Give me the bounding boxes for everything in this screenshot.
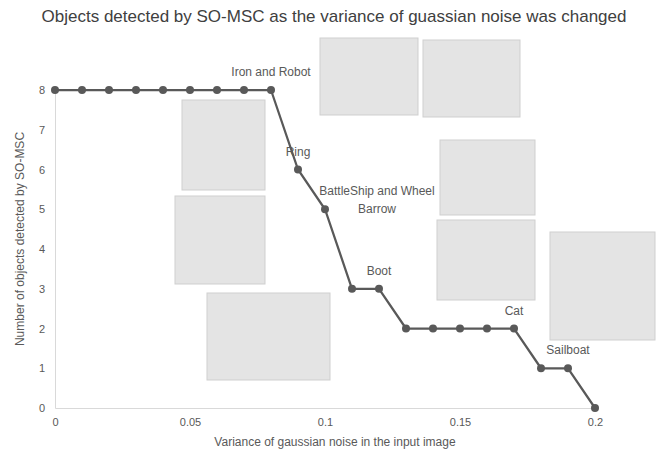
- image-placeholder: [175, 196, 265, 284]
- marker: [537, 364, 545, 372]
- marker: [591, 404, 599, 412]
- image-placeholder: [437, 220, 535, 300]
- marker: [429, 325, 437, 333]
- y-axis: 0 1 2 3 4 5 6 7 8: [39, 84, 56, 414]
- tick-label: 2: [39, 323, 45, 335]
- marker: [402, 325, 410, 333]
- tick: 0: [39, 402, 55, 414]
- annotation: Sailboat: [546, 343, 590, 357]
- marker: [159, 86, 167, 94]
- tick: 2: [39, 323, 55, 335]
- image-placeholder: [320, 38, 418, 115]
- title: Objects detected by SO-MSC as the varian…: [42, 7, 627, 26]
- annotation: Iron and Robot: [231, 65, 311, 79]
- image-placeholder: [182, 100, 265, 190]
- tick-label: 6: [39, 164, 45, 176]
- tick: 4: [39, 243, 55, 255]
- tick-label: 8: [39, 84, 45, 96]
- tick-label: 0.1: [318, 416, 333, 428]
- tick-label: 3: [39, 283, 45, 295]
- image-placeholder: [550, 232, 655, 340]
- marker: [267, 86, 275, 94]
- tick-label: 0: [52, 416, 58, 428]
- y-axis-title: Number of objects detected by SO-MSC: [13, 132, 27, 346]
- tick: 3: [39, 283, 55, 295]
- tick: 7: [39, 124, 55, 136]
- axis-line: [55, 91, 56, 409]
- tick-label: 0.05: [180, 416, 201, 428]
- annotation: Boot: [367, 264, 392, 278]
- image-placeholder: [423, 40, 520, 117]
- tick: 0.05: [180, 408, 201, 428]
- tick: 0.15: [450, 408, 471, 428]
- tick-label: 5: [39, 203, 45, 215]
- marker: [213, 86, 221, 94]
- tick: 5: [39, 203, 55, 215]
- marker: [294, 166, 302, 174]
- annotation: Cat: [505, 304, 524, 318]
- x-axis: 0 0.05 0.1 0.15 0.2: [52, 408, 603, 428]
- marker: [240, 86, 248, 94]
- marker: [186, 86, 194, 94]
- tick: 0.1: [318, 408, 333, 428]
- marker: [564, 364, 572, 372]
- tick: 6: [39, 164, 55, 176]
- marker: [78, 86, 86, 94]
- marker: [321, 205, 329, 213]
- image-placeholder: [207, 293, 330, 380]
- tick-label: 0.15: [450, 416, 471, 428]
- tick-label: 0: [39, 402, 45, 414]
- tick-label: 0.2: [588, 416, 603, 428]
- chart: Objects detected by SO-MSC as the varian…: [0, 0, 668, 468]
- marker: [348, 285, 356, 293]
- image-placeholder: [440, 140, 535, 215]
- tick-label: 4: [39, 243, 45, 255]
- marker: [375, 285, 383, 293]
- marker: [105, 86, 113, 94]
- tick-label: 7: [39, 124, 45, 136]
- marker: [483, 325, 491, 333]
- marker: [510, 325, 518, 333]
- annotations: Iron and Robot Ring BattleShip and WheelBa…: [231, 65, 590, 357]
- plot-area: [51, 86, 599, 412]
- marker: [51, 86, 59, 94]
- marker: [132, 86, 140, 94]
- tick-label: 1: [39, 362, 45, 374]
- annotation: BattleShip and WheelBarrow: [319, 184, 434, 216]
- marker: [456, 325, 464, 333]
- series-line: [55, 90, 595, 408]
- tick: 1: [39, 362, 55, 374]
- axis-line: [56, 408, 596, 409]
- tick: 0: [52, 408, 58, 428]
- annotation: Ring: [286, 145, 311, 159]
- x-axis-title: Variance of gaussian noise in the input …: [214, 435, 456, 449]
